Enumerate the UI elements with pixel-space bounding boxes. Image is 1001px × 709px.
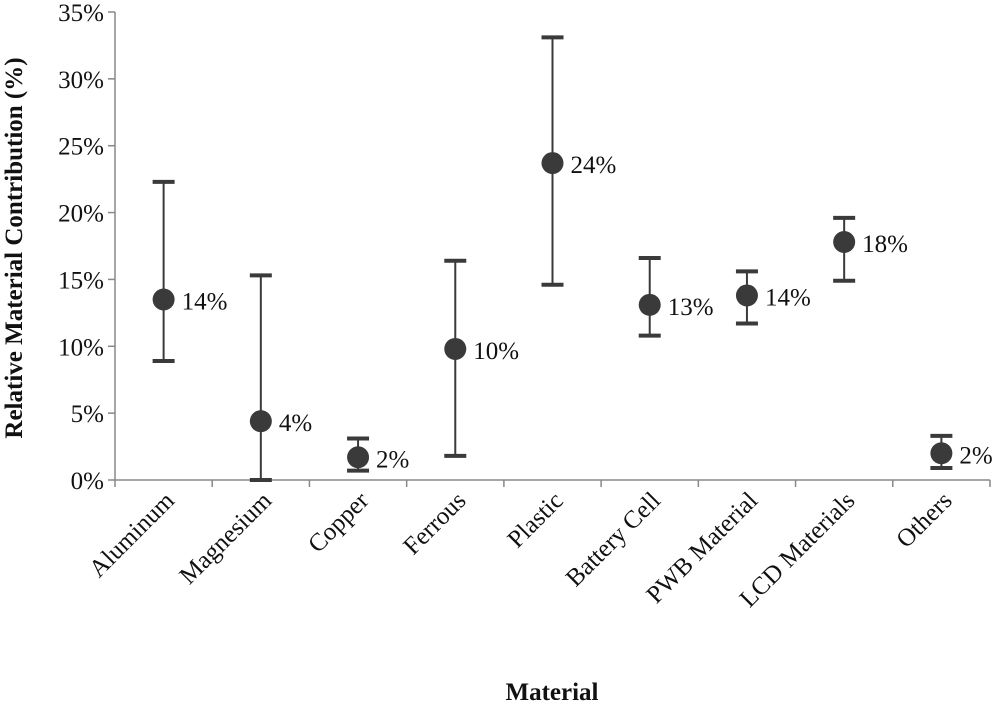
data-label: 14% — [765, 284, 811, 311]
x-tick-label: Ferrous — [398, 487, 471, 560]
y-axis-title: Relative Material Contribution (%) — [1, 57, 28, 438]
data-label: 14% — [182, 288, 228, 315]
x-tick-label: Plastic — [503, 487, 569, 553]
error-bars — [152, 35, 953, 482]
error-bar — [152, 179, 175, 363]
y-tick-label: 25% — [58, 134, 104, 161]
data-point — [541, 152, 564, 175]
y-tick-label: 15% — [58, 267, 104, 294]
data-point — [444, 337, 467, 360]
x-axis-title: Material — [505, 679, 598, 706]
data-label: 18% — [862, 231, 908, 258]
data-point — [833, 230, 856, 253]
x-tick-label: Aluminum — [84, 487, 180, 583]
y-tick-label: 10% — [58, 334, 104, 361]
data-label: 10% — [473, 338, 519, 365]
y-axis: 0% 5% 10% 15% 20% 25% 30% 35% — [58, 0, 116, 495]
x-tick-label: Others — [891, 487, 957, 553]
error-bar — [249, 273, 272, 482]
data-point — [347, 446, 370, 469]
y-tick-label: 30% — [58, 67, 104, 94]
data-point — [930, 442, 953, 465]
data-points — [152, 152, 953, 469]
data-label: 13% — [668, 294, 714, 321]
data-point — [249, 410, 272, 433]
y-tick-label: 0% — [71, 468, 104, 495]
data-point — [638, 293, 661, 316]
data-label: 2% — [959, 442, 992, 469]
y-tick-label: 20% — [58, 201, 104, 228]
data-point — [735, 284, 758, 307]
data-label: 2% — [376, 446, 409, 473]
y-tick-label: 5% — [71, 401, 104, 428]
x-tick-label: Battery Cell — [561, 487, 666, 592]
data-label: 4% — [279, 410, 312, 437]
x-tick-label: Magnesium — [175, 487, 278, 590]
y-tick-label: 35% — [58, 0, 104, 27]
data-label: 24% — [571, 152, 617, 179]
data-point — [152, 288, 175, 311]
x-tick-label: Copper — [303, 487, 375, 559]
data-labels: 14% 4% 2% 10% 24% 13% 14% 18% 2% — [182, 152, 993, 473]
